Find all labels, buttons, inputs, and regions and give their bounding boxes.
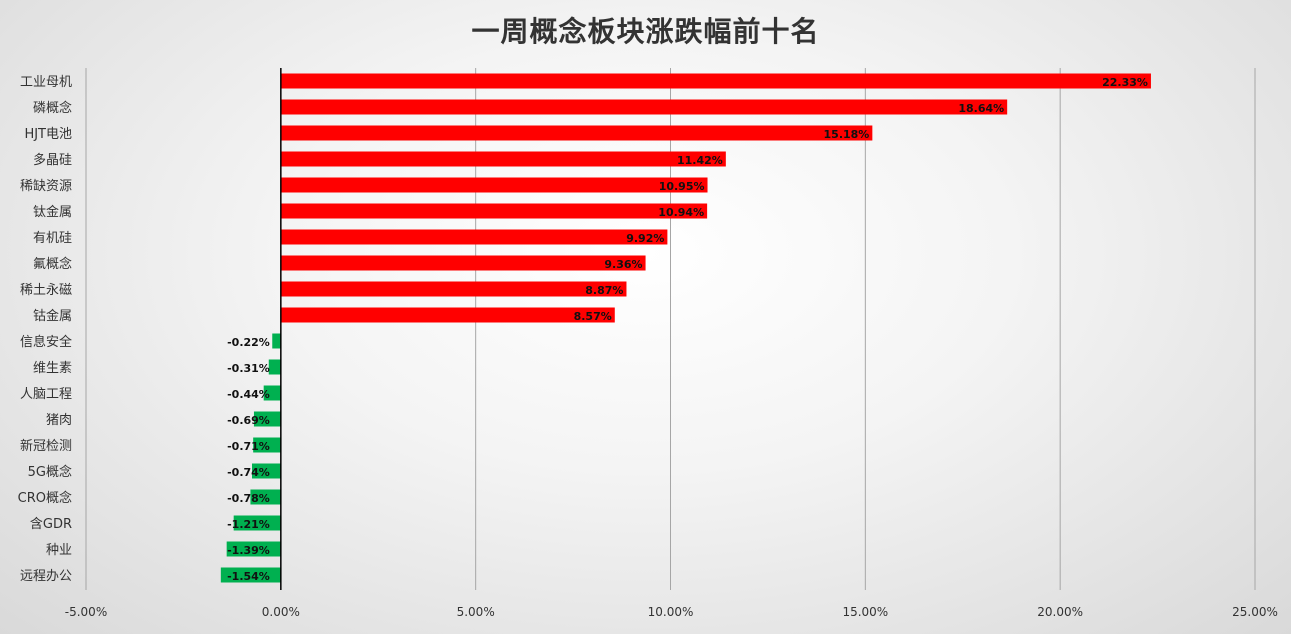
data-label: 10.95% (659, 180, 705, 193)
data-label: 8.57% (574, 310, 612, 323)
category-label: 信息安全 (20, 334, 72, 350)
category-label: 新冠检测 (20, 438, 72, 454)
bar (280, 281, 627, 297)
bar (280, 255, 646, 271)
bar (253, 411, 281, 427)
data-label: -1.39% (227, 544, 270, 557)
data-label: 10.94% (658, 206, 704, 219)
data-label: -0.69% (227, 414, 270, 427)
bar (233, 515, 281, 531)
data-label: 9.92% (626, 232, 664, 245)
bar (253, 437, 281, 453)
chart-title: 一周概念板块涨跌幅前十名 (471, 15, 820, 48)
category-label: 氟概念 (33, 256, 72, 272)
category-label: HJT电池 (24, 127, 72, 142)
data-label: -0.31% (227, 362, 270, 375)
category-label: 有机硅 (33, 231, 72, 246)
category-label: 猪肉 (46, 413, 72, 428)
x-tick-label: 0.00% (262, 605, 300, 619)
category-label: 含GDR (30, 516, 72, 532)
bar (251, 463, 281, 479)
data-label: -0.44% (227, 388, 270, 401)
bar (280, 307, 615, 323)
data-label: 8.87% (585, 284, 623, 297)
bar (280, 73, 1151, 89)
bar (268, 359, 281, 375)
bar (280, 177, 708, 193)
category-label: 远程办公 (20, 569, 72, 584)
category-label: 稀缺资源 (20, 179, 72, 194)
bar (220, 567, 281, 583)
x-tick-label: -5.00% (65, 605, 107, 619)
data-label: -0.71% (227, 440, 270, 453)
category-label: 工业母机 (20, 75, 72, 90)
data-label: -1.54% (227, 570, 270, 583)
x-tick-label: 5.00% (457, 605, 495, 619)
x-tick-label: 25.00% (1232, 605, 1278, 619)
bar (226, 541, 281, 557)
bar (280, 229, 668, 245)
category-label: 种业 (46, 543, 72, 558)
x-tick-label: 15.00% (842, 605, 888, 619)
data-label: 18.64% (958, 102, 1004, 115)
category-label: 钛金属 (33, 204, 72, 220)
bar (280, 125, 873, 141)
bar (280, 151, 726, 167)
data-label: 15.18% (824, 128, 870, 141)
data-label: -0.22% (227, 336, 270, 349)
category-label: 钴金属 (33, 308, 72, 324)
category-label: 磷概念 (33, 100, 72, 116)
data-label: -1.21% (227, 518, 270, 531)
data-label: -0.78% (227, 492, 270, 505)
category-label: 维生素 (33, 361, 72, 376)
bar (280, 99, 1008, 115)
x-tick-label: 20.00% (1037, 605, 1083, 619)
bar (272, 333, 281, 349)
bar (263, 385, 281, 401)
bar (280, 203, 708, 219)
category-label: 5G概念 (28, 464, 72, 480)
bar (250, 489, 281, 505)
data-label: -0.74% (227, 466, 270, 479)
category-label: CRO概念 (18, 490, 72, 506)
category-label: 稀土永磁 (20, 283, 72, 298)
category-label: 多晶硅 (33, 152, 72, 168)
data-label: 11.42% (677, 154, 723, 167)
data-label: 22.33% (1102, 76, 1148, 89)
data-label: 9.36% (604, 258, 642, 271)
x-tick-label: 10.00% (648, 605, 694, 619)
category-label: 人脑工程 (20, 387, 72, 402)
